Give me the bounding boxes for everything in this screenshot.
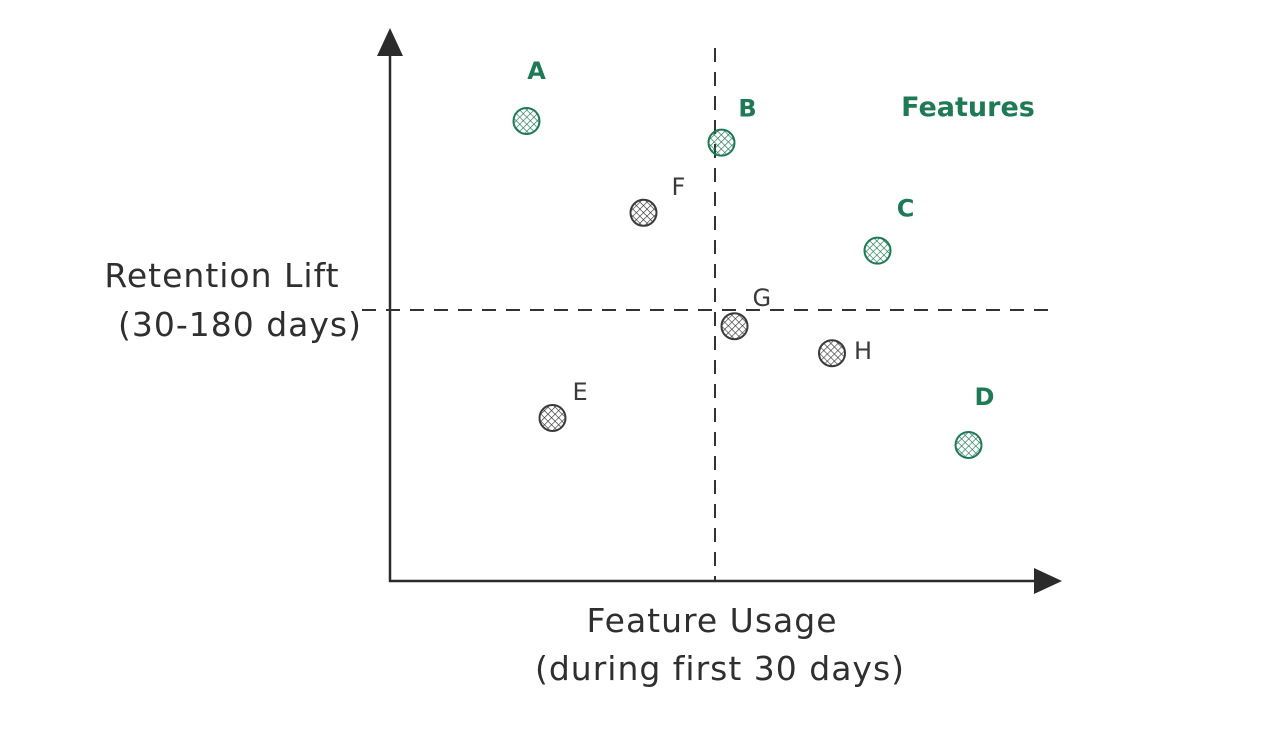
point-marker-c: [863, 236, 892, 265]
y-axis-arrow-icon: [377, 28, 403, 56]
x-axis-title-line1: Feature Usage: [586, 601, 837, 640]
data-points: A B C D E F G H: [512, 57, 995, 459]
point-label-b: B: [738, 95, 756, 123]
point-label-g: G: [753, 284, 772, 312]
point-marker-a: [512, 107, 541, 135]
point-marker-g: [720, 312, 749, 341]
point-e: E: [538, 378, 588, 432]
point-c: C: [863, 195, 915, 265]
legend-label: Features: [901, 92, 1035, 123]
point-label-h: H: [854, 337, 872, 365]
point-label-c: C: [897, 195, 915, 223]
point-g: G: [720, 284, 772, 341]
axes: [377, 28, 1062, 594]
quadrant-lines: [362, 48, 1055, 580]
point-label-d: D: [975, 383, 995, 411]
x-axis-title-line2: (during first 30 days): [535, 649, 905, 688]
point-h: H: [818, 337, 872, 368]
y-axis-title-line2: (30-180 days): [118, 305, 362, 344]
point-label-f: F: [672, 173, 686, 201]
point-f: F: [629, 173, 686, 227]
point-b: B: [707, 95, 757, 157]
point-label-e: E: [573, 378, 588, 406]
point-marker-h: [818, 339, 846, 368]
point-marker-e: [538, 404, 567, 432]
point-label-a: A: [527, 57, 546, 85]
point-marker-b: [707, 128, 736, 157]
point-marker-f: [629, 198, 658, 227]
y-axis-title-line1: Retention Lift: [104, 256, 339, 295]
point-marker-d: [954, 431, 983, 459]
point-a: A: [512, 57, 546, 135]
point-d: D: [954, 383, 995, 459]
x-axis-arrow-icon: [1034, 568, 1062, 594]
